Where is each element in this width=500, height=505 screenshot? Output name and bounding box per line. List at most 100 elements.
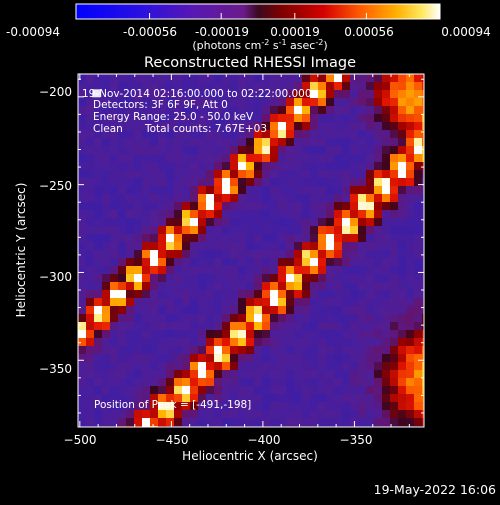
x-tick-label: −500 <box>64 433 97 447</box>
heatmap-cell <box>198 218 207 227</box>
heatmap-cell <box>158 266 167 275</box>
heatmap-cell <box>142 146 151 155</box>
heatmap-cell <box>94 322 103 331</box>
heatmap-cell <box>246 170 255 179</box>
heatmap-cell <box>374 154 383 163</box>
heatmap-cell <box>318 330 327 339</box>
heatmap-cell <box>278 218 287 227</box>
heatmap-cell <box>390 386 399 395</box>
heatmap-cell <box>262 306 271 315</box>
heatmap-cell <box>286 170 295 179</box>
heatmap-cell <box>118 386 127 395</box>
heatmap-cell <box>422 98 424 107</box>
x-tick-label: −350 <box>340 433 373 447</box>
heatmap-cell <box>318 258 327 267</box>
heatmap-cell <box>374 122 383 131</box>
heatmap-cell <box>238 322 247 331</box>
heatmap-cell <box>254 386 263 395</box>
chart-title: Reconstructed RHESSI Image <box>144 55 356 71</box>
heatmap-cell <box>326 146 335 155</box>
heatmap-cell <box>110 106 119 115</box>
heatmap-cell <box>374 82 383 91</box>
heatmap-cell <box>414 370 423 379</box>
heatmap-cell <box>238 218 247 227</box>
heatmap-cell <box>334 226 343 235</box>
heatmap-cell <box>342 258 351 267</box>
heatmap-cell <box>222 394 231 403</box>
heatmap-cell <box>310 402 319 411</box>
heatmap-cell <box>278 354 287 363</box>
heatmap-cell <box>262 178 271 187</box>
heatmap-cell <box>374 282 383 291</box>
heatmap-cell <box>198 186 207 195</box>
heatmap-cell <box>118 242 127 251</box>
heatmap-cell <box>102 202 111 211</box>
heatmap-cell <box>382 130 391 139</box>
heatmap-cell <box>310 186 319 195</box>
heatmap-cell <box>286 330 295 339</box>
heatmap-cell <box>150 338 159 347</box>
heatmap-cell <box>158 250 167 259</box>
heatmap-cell <box>270 322 279 331</box>
heatmap-cell <box>254 282 263 291</box>
heatmap-cell <box>150 122 159 131</box>
heatmap-cell <box>134 282 143 291</box>
heatmap-cell <box>174 146 183 155</box>
heatmap-cell <box>198 402 207 411</box>
heatmap-cell <box>78 154 87 163</box>
heatmap-cell <box>390 130 399 139</box>
heatmap-cell <box>134 370 143 379</box>
heatmap-cell <box>206 370 215 379</box>
heatmap-cell <box>142 82 151 91</box>
heatmap-cell <box>78 218 87 227</box>
heatmap-cell <box>326 74 335 83</box>
heatmap-cell <box>102 122 111 131</box>
heatmap-cell <box>126 402 135 411</box>
heatmap-cell <box>254 314 263 323</box>
heatmap-cell <box>366 362 375 371</box>
heatmap-cell <box>78 266 87 275</box>
heatmap-cell <box>334 386 343 395</box>
heatmap-cell <box>198 410 207 419</box>
heatmap-cell <box>406 258 415 267</box>
heatmap-cell <box>334 178 343 187</box>
heatmap-cell <box>222 74 231 83</box>
heatmap-cell <box>126 210 135 219</box>
heatmap-cell <box>150 82 159 91</box>
heatmap-cell <box>198 274 207 283</box>
heatmap-cell <box>246 282 255 291</box>
heatmap-cell <box>262 282 271 291</box>
heatmap-cell <box>78 234 87 243</box>
heatmap-cell <box>294 282 303 291</box>
heatmap-cell <box>174 170 183 179</box>
heatmap-cell <box>254 210 263 219</box>
heatmap-cell <box>366 298 375 307</box>
heatmap-cell <box>118 178 127 187</box>
heatmap-cell <box>366 378 375 387</box>
heatmap-cell <box>310 306 319 315</box>
heatmap-cell <box>414 354 423 363</box>
heatmap-cell <box>414 186 423 195</box>
heatmap-cell <box>422 346 424 355</box>
heatmap-cell <box>358 242 367 251</box>
heatmap-cell <box>310 178 319 187</box>
heatmap-cell <box>310 226 319 235</box>
heatmap-cell <box>350 98 359 107</box>
heatmap-cell <box>222 242 231 251</box>
heatmap-cell <box>398 402 407 411</box>
heatmap-cell <box>110 234 119 243</box>
heatmap-cell <box>126 218 135 227</box>
heatmap-cell <box>406 202 415 211</box>
heatmap-cell <box>342 386 351 395</box>
heatmap-cell <box>78 402 87 411</box>
heatmap-cell <box>110 274 119 283</box>
heatmap-cell <box>278 394 287 403</box>
heatmap-cell <box>294 114 303 123</box>
heatmap-cell <box>214 210 223 219</box>
heatmap-cell <box>182 114 191 123</box>
heatmap-cell <box>278 90 287 99</box>
heatmap-cell <box>142 234 151 243</box>
heatmap-cell <box>150 378 159 387</box>
heatmap-cell <box>414 306 423 315</box>
heatmap-cell <box>214 114 223 123</box>
